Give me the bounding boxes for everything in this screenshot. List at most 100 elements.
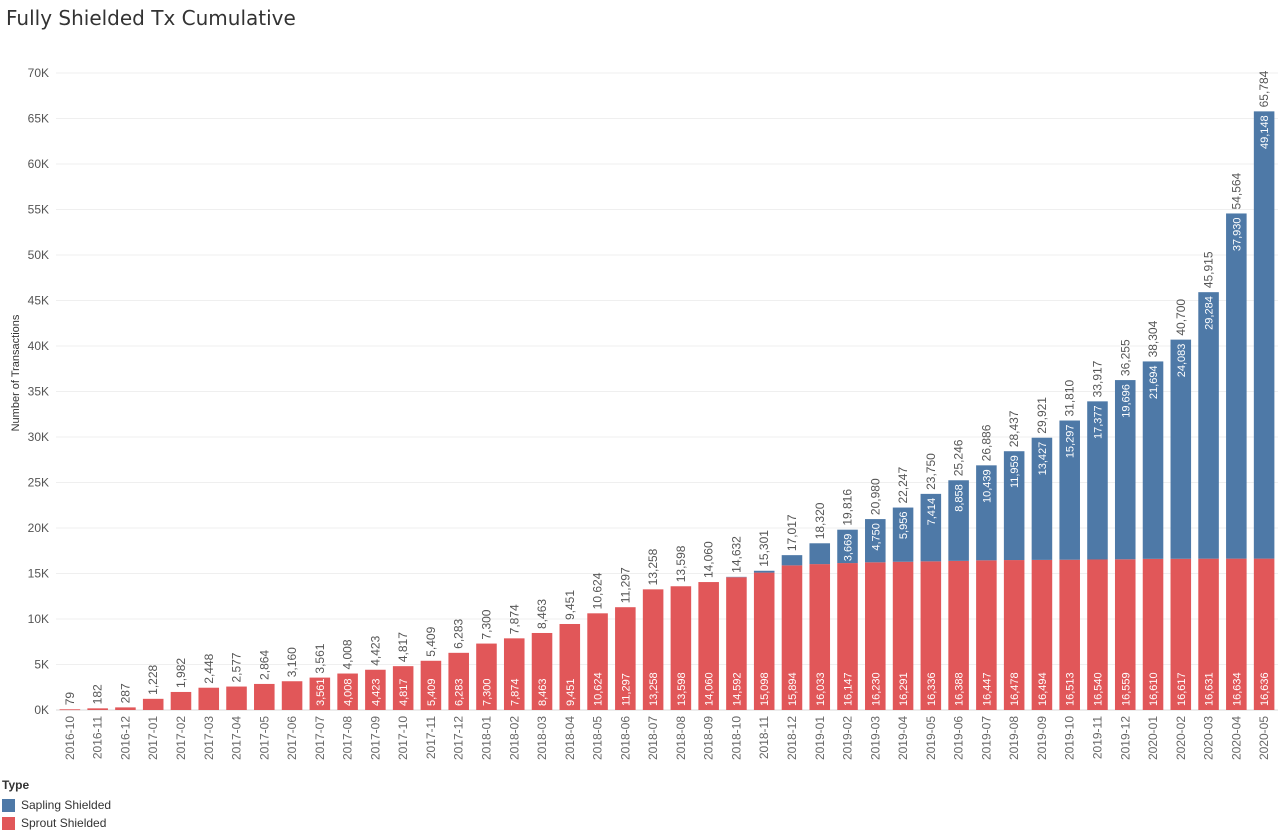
data-label-total: 14,632: [729, 536, 743, 573]
data-label-sapling: 29,284: [1204, 296, 1216, 330]
bar-sprout: [226, 687, 247, 710]
data-label-sapling: 10,439: [981, 469, 993, 503]
x-tick-label: 2019-11: [1090, 716, 1104, 759]
x-tick-label: 2017-11: [424, 716, 438, 759]
x-tick-label: 2017-09: [368, 716, 382, 760]
data-label-total: 4,008: [341, 639, 355, 669]
data-label-sprout: 16,631: [1204, 672, 1216, 706]
x-tick-label: 2017-05: [257, 716, 271, 760]
y-tick-label: 15K: [28, 567, 49, 581]
x-tick-label: 2016-10: [63, 716, 77, 760]
y-tick-label: 30K: [28, 430, 49, 444]
x-tick-label: 2018-11: [757, 716, 771, 759]
x-tick-label: 2018-10: [729, 716, 743, 760]
data-label-sapling: 17,377: [1092, 405, 1104, 439]
y-tick-label: 45K: [28, 294, 49, 308]
y-tick-label: 10K: [28, 612, 49, 626]
data-label-sapling: 13,427: [1037, 442, 1049, 476]
data-label-total: 15,301: [757, 530, 771, 567]
y-tick-label: 55K: [28, 203, 49, 217]
data-label-total: 6,283: [452, 618, 466, 648]
bar-sprout: [282, 681, 303, 710]
data-label-sprout: 16,494: [1037, 672, 1049, 706]
data-label-sprout: 9,451: [565, 678, 577, 706]
data-label-sprout: 10,624: [593, 672, 605, 706]
data-label-total: 7,300: [479, 609, 493, 639]
data-label-total: 182: [91, 684, 105, 704]
legend-swatch-sapling: [2, 799, 15, 812]
data-label-total: 65,784: [1257, 70, 1271, 107]
legend-swatch-sprout: [2, 817, 15, 830]
data-label-sprout: 14,060: [704, 672, 716, 706]
data-label-total: 8,463: [535, 599, 549, 629]
bar-sapling: [809, 543, 830, 564]
x-tick-label: 2018-06: [618, 716, 632, 760]
bar-sprout: [143, 699, 164, 710]
data-label-sprout: 5,409: [426, 678, 438, 706]
data-label-sprout: 11,297: [620, 673, 632, 706]
data-label-sprout: 16,513: [1065, 672, 1077, 706]
data-label-sapling: 49,148: [1259, 115, 1271, 149]
x-tick-label: 2017-03: [202, 716, 216, 760]
bar-sapling: [754, 571, 775, 573]
data-label-sprout: 16,147: [843, 672, 855, 706]
data-label-total: 5,409: [424, 626, 438, 656]
x-tick-label: 2019-12: [1118, 716, 1132, 760]
data-label-sprout: 6,283: [454, 678, 466, 706]
y-tick-label: 70K: [28, 66, 49, 80]
x-tick-label: 2016-11: [91, 716, 105, 759]
data-label-total: 4,817: [396, 632, 410, 662]
data-label-sapling: 15,297: [1065, 425, 1077, 459]
data-label-total: 18,320: [813, 502, 827, 539]
x-tick-label: 2018-02: [507, 716, 521, 760]
y-axis-label: Number of Transactions: [10, 314, 22, 431]
x-tick-label: 2019-03: [868, 716, 882, 760]
data-label-sprout: 16,447: [981, 672, 993, 706]
data-label-total: 13,258: [646, 548, 660, 585]
data-label-total: 1,228: [146, 664, 160, 694]
data-label-sprout: 13,258: [648, 672, 660, 706]
data-label-sprout: 3,561: [315, 678, 327, 706]
bar-sprout: [87, 708, 108, 710]
data-label-total: 22,247: [896, 467, 910, 504]
legend: Type Sapling Shielded Sprout Shielded: [2, 778, 111, 832]
x-tick-label: 2019-04: [896, 716, 910, 760]
x-tick-label: 2020-02: [1174, 716, 1188, 760]
data-label-sapling: 4,750: [870, 523, 882, 551]
y-tick-label: 40K: [28, 339, 49, 353]
legend-title: Type: [2, 778, 111, 792]
data-label-total: 25,246: [952, 439, 966, 476]
data-label-total: 3,160: [285, 647, 299, 677]
x-tick-label: 2019-10: [1063, 716, 1077, 760]
legend-item-sapling[interactable]: Sapling Shielded: [2, 796, 111, 814]
x-tick-label: 2018-05: [591, 716, 605, 760]
data-label-sprout: 7,300: [481, 678, 493, 706]
data-label-total: 17,017: [785, 514, 799, 551]
data-label-total: 23,750: [924, 453, 938, 490]
data-label-total: 19,816: [841, 489, 855, 526]
x-tick-label: 2020-01: [1146, 716, 1160, 760]
y-tick-label: 20K: [28, 521, 49, 535]
legend-label-sapling: Sapling Shielded: [21, 798, 111, 812]
bar-sprout: [198, 688, 219, 710]
data-label-total: 36,255: [1118, 339, 1132, 376]
x-tick-label: 2018-09: [702, 716, 716, 760]
bar-sprout: [115, 707, 136, 710]
data-label-sprout: 16,636: [1259, 672, 1271, 706]
data-label-total: 2,577: [230, 652, 244, 682]
x-tick-label: 2020-04: [1229, 716, 1243, 760]
data-label-sprout: 4,817: [398, 678, 410, 706]
y-tick-label: 50K: [28, 248, 49, 262]
y-axis: 0K5K10K15K20K25K30K35K40K45K50K55K60K65K…: [28, 66, 49, 717]
y-tick-label: 65K: [28, 112, 49, 126]
y-tick-label: 0K: [34, 703, 49, 717]
x-tick-label: 2018-01: [479, 716, 493, 760]
legend-item-sprout[interactable]: Sprout Shielded: [2, 814, 111, 832]
x-tick-label: 2020-03: [1202, 716, 1216, 760]
bar-sprout: [254, 684, 275, 710]
x-tick-label: 2018-08: [674, 716, 688, 760]
data-label-sprout: 16,388: [954, 672, 966, 706]
data-label-total: 1,982: [174, 658, 188, 688]
x-tick-label: 2017-01: [146, 716, 160, 760]
data-label-sprout: 16,478: [1009, 672, 1021, 706]
